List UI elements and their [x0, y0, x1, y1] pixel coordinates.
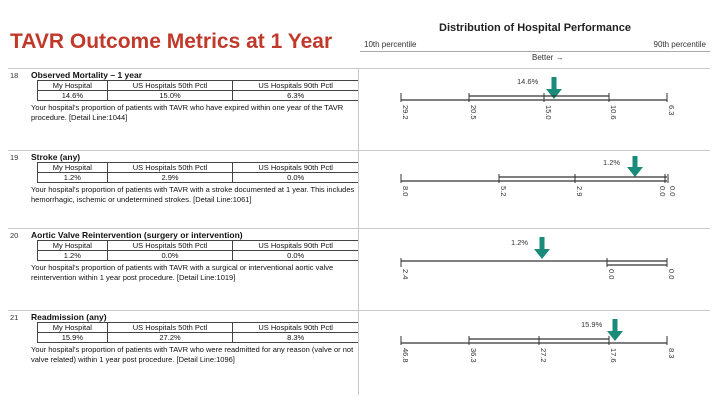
header-my-hospital: My Hospital [37, 80, 108, 91]
tick-label: 29.2 [401, 105, 410, 120]
metric-table: My Hospital US Hospitals 50th Pctl US Ho… [37, 80, 359, 101]
header-90th-pctl: US Hospitals 90th Pctl [232, 80, 359, 91]
slide-title: TAVR Outcome Metrics at 1 Year [10, 30, 333, 53]
metric-table: My Hospital US Hospitals 50th Pctl US Ho… [37, 240, 359, 261]
table-header-row: My Hospital US Hospitals 50th Pctl US Ho… [37, 162, 359, 173]
header-90th-pctl: US Hospitals 90th Pctl [232, 162, 359, 173]
tick-label: 8.0 [401, 186, 410, 196]
value-90th-pctl: 0.0% [232, 250, 359, 261]
table-header-row: My Hospital US Hospitals 50th Pctl US Ho… [37, 80, 359, 91]
header-my-hospital: My Hospital [37, 162, 108, 173]
header-my-hospital: My Hospital [37, 240, 108, 251]
ninetieth-percentile-label: 90th percentile [653, 40, 706, 49]
better-indicator: Better → [532, 53, 564, 62]
tick-label: 5.2 [499, 186, 508, 196]
value-50th-pctl: 15.0% [106, 90, 234, 101]
metric-description: Your hospital's proportion of patients w… [31, 103, 344, 122]
header-my-hospital: My Hospital [37, 322, 108, 333]
table-value-row: 1.2% 2.9% 0.0% [37, 172, 359, 183]
table-header-row: My Hospital US Hospitals 50th Pctl US Ho… [37, 322, 359, 333]
metric-stroke: 19 Stroke (any) My Hospital US Hospitals… [8, 150, 710, 228]
header-divider [360, 51, 710, 52]
metric-number: 18 [10, 71, 19, 80]
value-90th-pctl: 6.3% [232, 90, 359, 101]
value-my-hospital: 14.6% [37, 90, 108, 101]
distribution-header: Distribution of Hospital Performance 10t… [360, 22, 710, 66]
value-my-hospital: 15.9% [37, 332, 108, 343]
metric-title: Readmission (any) [31, 312, 107, 322]
tick-label: 2.4 [401, 269, 410, 279]
value-my-hospital: 1.2% [37, 172, 108, 183]
metric-aortic-valve-reintervention: 20 Aortic Valve Reintervention (surgery … [8, 228, 710, 310]
metric-readmission: 21 Readmission (any) My Hospital US Hosp… [8, 310, 710, 395]
table-value-row: 14.6% 15.0% 6.3% [37, 90, 359, 101]
table-header-row: My Hospital US Hospitals 50th Pctl US Ho… [37, 240, 359, 251]
header-50th-pctl: US Hospitals 50th Pctl [106, 80, 234, 91]
distribution-plot: 1.2% 2.4 0.0 0.0 [400, 237, 676, 279]
metric-number: 21 [10, 313, 19, 322]
metric-observed-mortality: 18 Observed Mortality – 1 year My Hospit… [8, 68, 710, 150]
header-50th-pctl: US Hospitals 50th Pctl [106, 322, 234, 333]
value-50th-pctl: 0.0% [106, 250, 234, 261]
metric-title: Aortic Valve Reintervention (surgery or … [31, 230, 243, 240]
tick-label: 15.0 [544, 105, 553, 120]
tick-label: 0.0 [667, 269, 676, 279]
down-arrow-icon [534, 237, 550, 259]
metric-title: Stroke (any) [31, 152, 81, 162]
tick-label: 27.2 [539, 348, 548, 363]
distribution-chart: 15.9% 46.8 36.3 27.2 17.6 8.3 [358, 311, 710, 395]
header-90th-pctl: US Hospitals 90th Pctl [232, 240, 359, 251]
tick-label: 20.5 [469, 105, 478, 120]
better-label: Better [532, 53, 554, 62]
distribution-plot: 15.9% 46.8 36.3 27.2 17.6 8.3 [400, 319, 676, 363]
tick-label: 36.3 [469, 348, 478, 363]
metric-table: My Hospital US Hospitals 50th Pctl US Ho… [37, 162, 359, 183]
tick-label: 0.0 [607, 269, 616, 279]
down-arrow-icon [607, 319, 623, 341]
right-arrow-icon: → [555, 53, 564, 62]
metric-number: 19 [10, 153, 19, 162]
value-50th-pctl: 2.9% [106, 172, 234, 183]
tenth-percentile-label: 10th percentile [364, 40, 417, 49]
distribution-chart: 1.2% 8.0 5.2 2.9 0.0 0.0 [358, 151, 710, 228]
down-arrow-icon [627, 156, 643, 177]
value-50th-pctl: 27.2% [106, 332, 234, 343]
marker-value-label: 1.2% [511, 238, 528, 247]
header-50th-pctl: US Hospitals 50th Pctl [106, 240, 234, 251]
marker-value-label: 14.6% [517, 77, 539, 86]
distribution-title: Distribution of Hospital Performance [439, 22, 631, 34]
tick-label: 10.6 [609, 105, 618, 120]
metric-number: 20 [10, 231, 19, 240]
metric-description: Your hospital's proportion of patients w… [31, 185, 355, 204]
value-90th-pctl: 0.0% [232, 172, 359, 183]
tick-label: 6.3 [667, 105, 676, 115]
value-my-hospital: 1.2% [37, 250, 108, 261]
table-value-row: 1.2% 0.0% 0.0% [37, 250, 359, 261]
tick-label: 0.0 [658, 186, 667, 196]
value-90th-pctl: 8.3% [232, 332, 359, 343]
distribution-chart: 14.6% 29.2 20.5 15.0 10.6 6.3 [358, 69, 710, 150]
table-value-row: 15.9% 27.2% 8.3% [37, 332, 359, 343]
tick-label: 8.3 [667, 348, 676, 358]
tick-label: 2.9 [575, 186, 584, 196]
down-arrow-icon [546, 77, 562, 99]
tick-label: 17.6 [609, 348, 618, 363]
tick-label: 0.0 [668, 186, 677, 196]
metric-description: Your hospital's proportion of patients w… [31, 345, 354, 364]
metric-title: Observed Mortality – 1 year [31, 70, 143, 80]
metric-description: Your hospital's proportion of patients w… [31, 263, 334, 282]
distribution-chart: 1.2% 2.4 0.0 0.0 [358, 229, 710, 310]
header-50th-pctl: US Hospitals 50th Pctl [106, 162, 234, 173]
tick-label: 46.8 [401, 348, 410, 363]
marker-value-label: 15.9% [581, 320, 603, 329]
metric-table: My Hospital US Hospitals 50th Pctl US Ho… [37, 322, 359, 343]
distribution-plot: 1.2% 8.0 5.2 2.9 0.0 0.0 [400, 156, 677, 196]
header-90th-pctl: US Hospitals 90th Pctl [232, 322, 359, 333]
distribution-plot: 14.6% 29.2 20.5 15.0 10.6 6.3 [400, 77, 676, 120]
marker-value-label: 1.2% [603, 158, 620, 167]
